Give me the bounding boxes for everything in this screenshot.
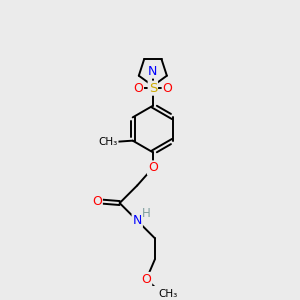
Text: O: O <box>133 82 143 95</box>
Text: O: O <box>92 195 102 208</box>
Text: O: O <box>163 82 172 95</box>
Text: CH₃: CH₃ <box>158 289 177 298</box>
Text: CH₃: CH₃ <box>98 137 118 147</box>
Text: O: O <box>148 161 158 174</box>
Text: O: O <box>141 273 151 286</box>
Text: N: N <box>133 214 142 227</box>
Text: S: S <box>148 82 157 95</box>
Text: N: N <box>148 64 158 78</box>
Text: H: H <box>142 207 151 220</box>
